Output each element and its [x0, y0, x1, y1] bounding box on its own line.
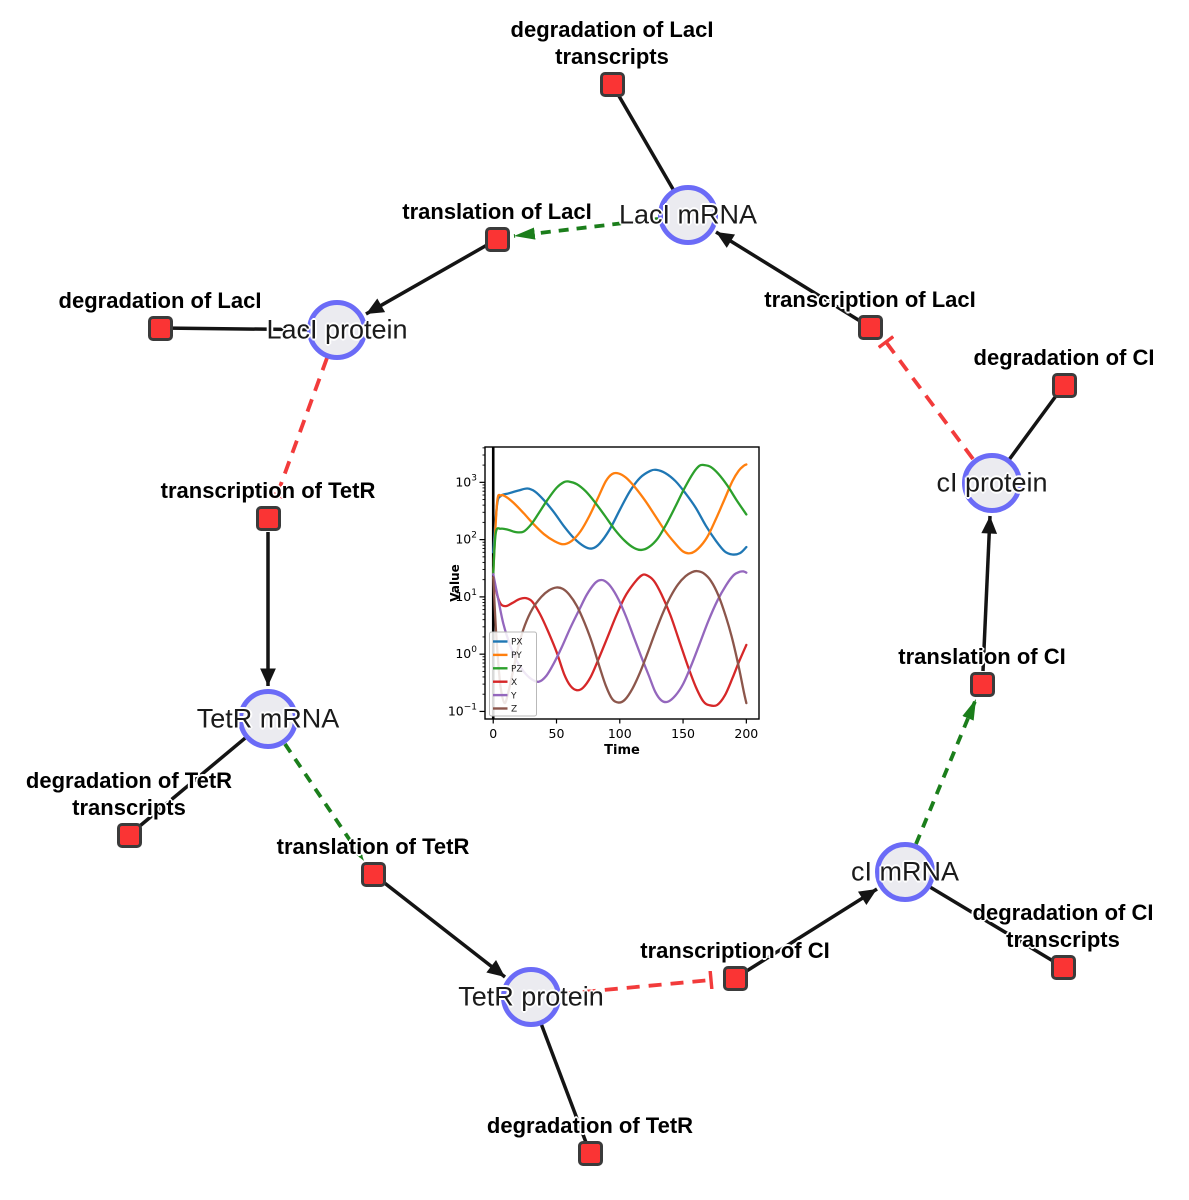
reaction-square[interactable]	[484, 226, 510, 252]
reaction-square[interactable]	[1050, 954, 1076, 980]
x-tick-label: 50	[549, 726, 565, 741]
reaction-node-degradation-laci-transcripts[interactable]: degradation of LacI transcripts	[511, 17, 713, 97]
reaction-node-degradation-ci[interactable]: degradation of CI	[974, 345, 1154, 398]
reaction-square[interactable]	[1051, 372, 1077, 398]
reaction-node-degradation-tetr-transcripts[interactable]: degradation of TetR transcripts	[26, 768, 232, 848]
edge-translation-tetr-to-tetr-protein	[380, 879, 507, 979]
edge-ci-protein-inhibits-transcription-laci	[877, 335, 975, 461]
edge-laci-protein-inhibits-transcription-tetr	[267, 357, 329, 500]
axes-frame	[484, 446, 760, 720]
species-node-ci-protein[interactable]: cI protein	[936, 453, 1048, 513]
reaction-square[interactable]	[147, 315, 173, 341]
legend-label-PZ: PZ	[511, 665, 523, 675]
y-axis-title: Value	[448, 564, 462, 602]
x-tick-label: 100	[608, 726, 632, 741]
y-tick-label: 103	[455, 473, 477, 489]
edge-transcription-laci-to-laci-mrna	[715, 230, 861, 323]
legend-label-Y: Y	[510, 691, 517, 701]
reaction-node-translation-tetr[interactable]: translation of TetR	[277, 834, 469, 887]
reaction-square[interactable]	[599, 71, 625, 97]
reaction-square[interactable]	[360, 861, 386, 887]
reaction-square[interactable]	[116, 822, 142, 848]
edge-tetr-mrna-to-translation-tetr	[283, 742, 366, 863]
edge-transcription-ci-to-ci-mrna	[744, 887, 878, 974]
x-axis-title: Time	[604, 743, 640, 758]
series-PZ	[492, 463, 748, 576]
reaction-node-transcription-tetr[interactable]: transcription of TetR	[161, 478, 375, 531]
species-node-ci-mrna[interactable]: cI mRNA	[851, 842, 959, 902]
edge-ci-mrna-deg-transcripts	[904, 870, 1064, 969]
x-tick-label: 0	[489, 726, 497, 741]
series-X	[492, 573, 748, 708]
edge-tetr-protein-inhibits-transcription-ci	[560, 970, 714, 996]
species-circle[interactable]	[962, 453, 1022, 513]
edge-laci-mrna-to-translation-laci	[513, 217, 659, 240]
reaction-node-transcription-laci[interactable]: transcription of LacI	[764, 287, 976, 340]
legend-label-Z: Z	[511, 705, 517, 715]
legend-label-PY: PY	[511, 651, 522, 661]
reaction-node-degradation-tetr[interactable]: degradation of TetR	[487, 1113, 693, 1166]
series-PX	[492, 468, 748, 556]
reaction-square[interactable]	[577, 1140, 603, 1166]
species-circle[interactable]	[875, 842, 935, 902]
y-tick-label: 101	[455, 588, 477, 604]
y-tick-label: 10−1	[448, 702, 477, 718]
species-circle[interactable]	[501, 967, 561, 1027]
species-node-tetr-protein[interactable]: TetR protein	[458, 967, 604, 1027]
reaction-node-degradation-laci[interactable]: degradation of LacI	[59, 288, 261, 341]
reaction-node-transcription-ci[interactable]: transcription of CI	[640, 938, 830, 991]
edge-ci-mrna-to-translation-ci	[914, 698, 978, 845]
legend-label-X: X	[511, 678, 517, 688]
timecourse-plot: 10−1 100 101 102 103 0 50 100 150 200 PX PY PZ XYZ Tim…	[430, 425, 775, 770]
species-circle[interactable]	[307, 300, 367, 360]
species-node-laci-protein[interactable]: LacI protein	[266, 300, 408, 360]
species-node-tetr-mrna[interactable]: TetR mRNA	[197, 689, 339, 749]
reaction-square[interactable]	[857, 314, 883, 340]
species-circle[interactable]	[658, 185, 718, 245]
reaction-node-degradation-ci-transcripts[interactable]: degradation of CI transcripts	[973, 900, 1153, 980]
species-node-laci-mrna[interactable]: LacI mRNA	[619, 185, 757, 245]
x-tick-label: 150	[671, 726, 695, 741]
x-tick-label: 200	[734, 726, 758, 741]
reaction-square[interactable]	[722, 965, 748, 991]
chart-background	[430, 425, 775, 770]
series-PY	[492, 463, 748, 576]
reaction-square[interactable]	[255, 505, 281, 531]
edge-translation-laci-to-laci-protein	[365, 243, 488, 316]
reaction-square[interactable]	[969, 671, 995, 697]
reaction-node-translation-ci[interactable]: translation of CI	[898, 644, 1066, 697]
edge-translation-ci-to-ci-protein	[981, 515, 998, 672]
y-tick-label: 102	[455, 531, 477, 547]
y-tick-label: 100	[455, 645, 477, 661]
legend-label-PX: PX	[511, 638, 523, 648]
reaction-node-translation-laci[interactable]: translation of LacI	[402, 199, 592, 252]
species-circle[interactable]	[238, 689, 298, 749]
